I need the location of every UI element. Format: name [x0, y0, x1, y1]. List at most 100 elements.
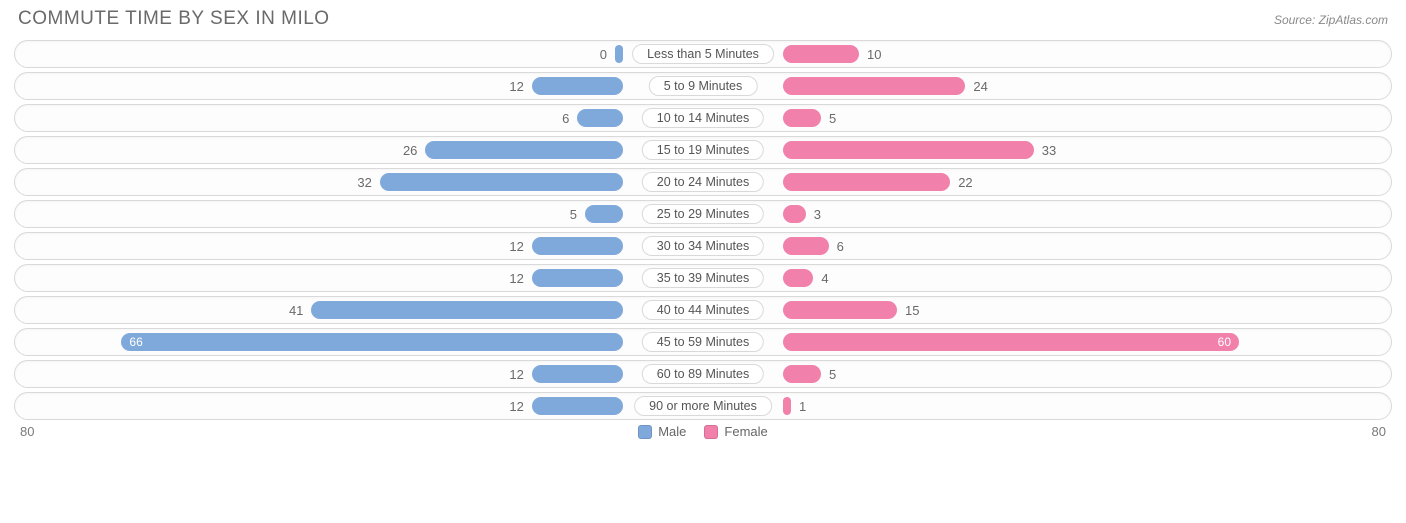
value-female: 3: [806, 207, 829, 222]
row-half-male: 12: [15, 393, 703, 419]
chart-source: Source: ZipAtlas.com: [1274, 13, 1388, 27]
legend-male: Male: [638, 424, 686, 439]
row-half-male: 12: [15, 265, 703, 291]
value-male: 12: [501, 239, 531, 254]
row-half-male: 41: [15, 297, 703, 323]
value-female: 15: [897, 303, 927, 318]
row-half-female: 22: [703, 169, 1391, 195]
value-female: 24: [965, 79, 995, 94]
bar-male: [532, 365, 623, 383]
chart-body: 010Less than 5 Minutes12245 to 9 Minutes…: [14, 40, 1392, 420]
row-half-male: 12: [15, 361, 703, 387]
row-half-male: 26: [15, 137, 703, 163]
row-half-female: 5: [703, 105, 1391, 131]
bar-female: [783, 141, 1034, 159]
value-male: 66: [129, 335, 142, 349]
value-female: 60: [1218, 335, 1231, 349]
value-male: 32: [349, 175, 379, 190]
row-half-female: 10: [703, 41, 1391, 67]
row-track: 12 1 90 or more Minutes: [14, 392, 1392, 420]
bar-male: [585, 205, 623, 223]
category-pill: 20 to 24 Minutes: [642, 172, 764, 192]
row-half-female: 5: [703, 361, 1391, 387]
bar-female: [783, 45, 859, 63]
value-male: 12: [501, 367, 531, 382]
row-half-male: 6: [15, 105, 703, 131]
bar-male: [532, 77, 623, 95]
category-pill: 45 to 59 Minutes: [642, 332, 764, 352]
category-pill: Less than 5 Minutes: [632, 44, 774, 64]
row-half-male: 32: [15, 169, 703, 195]
category-pill: 5 to 9 Minutes: [649, 76, 758, 96]
row-half-female: 4: [703, 265, 1391, 291]
row-track: 12 5 60 to 89 Minutes: [14, 360, 1392, 388]
bar-female: [783, 173, 950, 191]
row-half-female: 15: [703, 297, 1391, 323]
bar-male: [532, 269, 623, 287]
row-half-male: 12: [15, 73, 703, 99]
bar-female: [783, 397, 791, 415]
bar-female: [783, 77, 965, 95]
bar-female: [783, 269, 813, 287]
row-half-male: 0: [15, 41, 703, 67]
row-half-male: 5: [15, 201, 703, 227]
row-half-female: 33: [703, 137, 1391, 163]
row-track: 0 10 Less than 5 Minutes: [14, 40, 1392, 68]
value-female: 5: [821, 367, 844, 382]
bar-male: [311, 301, 623, 319]
bar-female: [783, 205, 806, 223]
row-track: 12 4 35 to 39 Minutes: [14, 264, 1392, 292]
value-female: 6: [829, 239, 852, 254]
bar-male: [577, 109, 623, 127]
category-pill: 35 to 39 Minutes: [642, 268, 764, 288]
row-half-female: 3: [703, 201, 1391, 227]
category-pill: 40 to 44 Minutes: [642, 300, 764, 320]
bar-male: [425, 141, 623, 159]
value-female: 5: [821, 111, 844, 126]
row-track: 41 15 40 to 44 Minutes: [14, 296, 1392, 324]
row-track: 32 22 20 to 24 Minutes: [14, 168, 1392, 196]
row-half-female: 1: [703, 393, 1391, 419]
row-half-male: 12: [15, 233, 703, 259]
legend-swatch-male: [638, 425, 652, 439]
row-half-female: 24: [703, 73, 1391, 99]
value-female: 4: [813, 271, 836, 286]
row-track: 5 3 25 to 29 Minutes: [14, 200, 1392, 228]
row-half-female: 60: [703, 329, 1391, 355]
row-track: 12630 to 34 Minutes: [14, 232, 1392, 260]
bar-male: [532, 237, 623, 255]
category-pill: 25 to 29 Minutes: [642, 204, 764, 224]
value-female: 1: [791, 399, 814, 414]
row-half-male: 66: [15, 329, 703, 355]
bar-male: [532, 397, 623, 415]
row-half-female: 6: [703, 233, 1391, 259]
row-track: 12 24 5 to 9 Minutes: [14, 72, 1392, 100]
bar-female: [783, 301, 897, 319]
chart-footer: 80 Male Female 80: [14, 424, 1392, 439]
bar-female: 60: [783, 333, 1239, 351]
value-female: 10: [859, 47, 889, 62]
value-male: 12: [501, 79, 531, 94]
value-male: 12: [501, 271, 531, 286]
legend: Male Female: [638, 424, 768, 439]
category-pill: 90 or more Minutes: [634, 396, 772, 416]
value-male: 6: [554, 111, 577, 126]
legend-label-male: Male: [658, 424, 686, 439]
value-male: 26: [395, 143, 425, 158]
chart-title: COMMUTE TIME BY SEX IN MILO: [18, 8, 330, 30]
value-male: 0: [592, 47, 615, 62]
value-female: 22: [950, 175, 980, 190]
value-male: 12: [501, 399, 531, 414]
row-track: 6 5 10 to 14 Minutes: [14, 104, 1392, 132]
value-female: 33: [1034, 143, 1064, 158]
legend-label-female: Female: [724, 424, 767, 439]
legend-swatch-female: [704, 425, 718, 439]
bar-female: [783, 365, 821, 383]
value-male: 41: [281, 303, 311, 318]
category-pill: 10 to 14 Minutes: [642, 108, 764, 128]
row-track: 263315 to 19 Minutes: [14, 136, 1392, 164]
category-pill: 60 to 89 Minutes: [642, 364, 764, 384]
bar-female: [783, 109, 821, 127]
bar-male: 66: [121, 333, 623, 351]
row-track: 66 60 45 to 59 Minutes: [14, 328, 1392, 356]
